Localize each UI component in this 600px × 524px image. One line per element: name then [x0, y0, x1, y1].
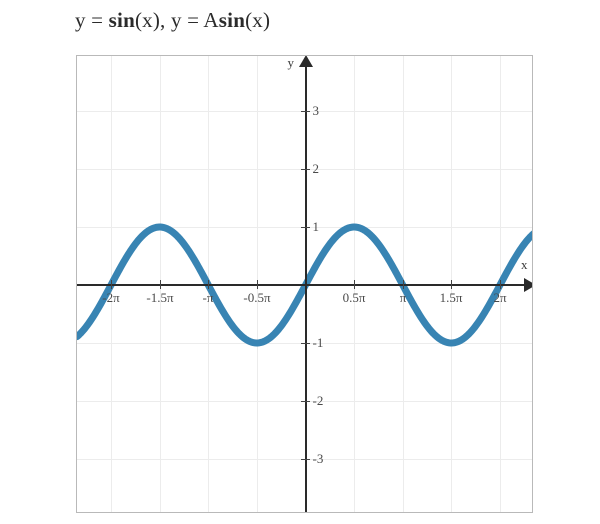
x-axis-tick	[257, 280, 258, 289]
x-axis-tick-label: -1.5π	[146, 290, 174, 305]
y-axis-tick-label: -1	[312, 335, 324, 350]
x-axis-arrow-icon	[524, 278, 532, 292]
x-axis-tick-label: -0.5π	[243, 290, 271, 305]
y-axis-tick	[300, 343, 310, 344]
y-axis-tick-label: -3	[312, 451, 324, 466]
plot-area: -2π -1.5π -π -0.5π 0.5π π 1.5π 2π 3 2 1 -1 -2 -3 x y	[76, 55, 533, 513]
y-axis-tick	[300, 401, 310, 402]
x-axis-tick	[500, 280, 501, 289]
y-axis-label: y	[287, 55, 295, 70]
x-axis-tick-label: -π	[202, 290, 214, 305]
x-axis-tick-label: 2π	[493, 290, 507, 305]
x-axis-tick-label: π	[399, 290, 407, 305]
chart-title: y = sin(x), y = Asin(x)	[75, 8, 270, 33]
x-axis-tick	[111, 280, 112, 289]
y-axis-tick	[300, 227, 310, 228]
title-segment-5: (x)	[245, 8, 271, 32]
y-axis-line	[304, 66, 307, 512]
y-axis-tick	[300, 459, 310, 460]
title-segment-3: (x), y = A	[134, 8, 219, 32]
y-axis-tick-label: 3	[312, 103, 320, 118]
title-segment-1: y =	[75, 8, 109, 32]
x-axis-tick-label: 1.5π	[439, 290, 463, 305]
y-axis-tick-label: 1	[312, 219, 320, 234]
x-axis-line	[77, 284, 526, 286]
x-axis-tick-label: 0.5π	[342, 290, 366, 305]
y-axis-arrow-icon	[298, 56, 313, 67]
y-axis-tick-label: -2	[312, 393, 324, 408]
y-axis-tick	[300, 111, 310, 112]
x-axis-tick	[354, 280, 355, 289]
title-segment-4: sin	[218, 8, 246, 32]
x-axis-tick	[403, 280, 404, 289]
x-axis-tick-label: -2π	[102, 290, 120, 305]
x-axis-tick	[451, 280, 452, 289]
x-axis-tick	[160, 280, 161, 289]
title-segment-2: sin	[108, 8, 135, 32]
y-axis-tick	[300, 169, 310, 170]
x-axis-tick	[208, 280, 209, 289]
y-axis-tick-label: 2	[312, 161, 320, 176]
x-axis-label: x	[521, 257, 528, 272]
